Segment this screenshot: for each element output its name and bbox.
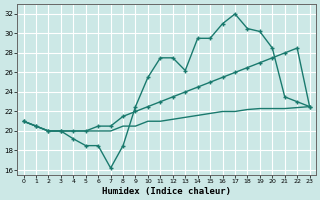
X-axis label: Humidex (Indice chaleur): Humidex (Indice chaleur) — [102, 187, 231, 196]
